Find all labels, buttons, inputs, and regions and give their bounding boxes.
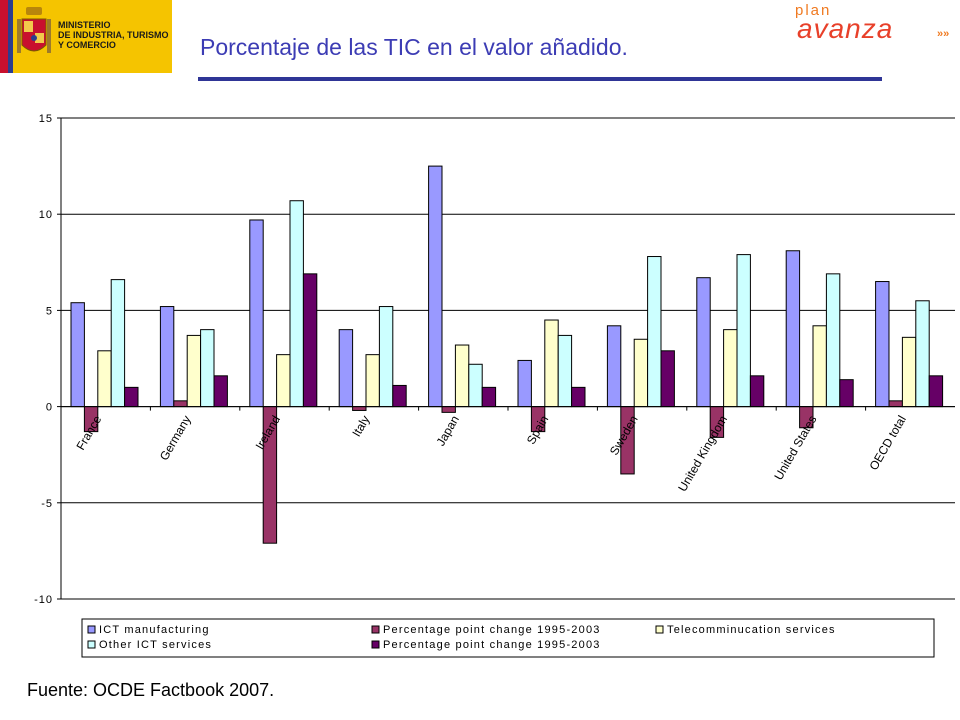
bar [606, 325, 622, 408]
bar [276, 354, 291, 408]
y-tick-label: -10 [34, 594, 53, 606]
ministry-line-2: DE INDUSTRIA, TURISMO [58, 30, 169, 40]
bar [723, 329, 738, 408]
brand-small-text: plan [795, 2, 832, 19]
legend-swatch [371, 640, 380, 649]
bar [468, 363, 483, 408]
ministry-line-3: Y COMERCIO [58, 40, 116, 50]
bar [302, 273, 318, 408]
ministry-line-1: MINISTERIO [58, 20, 111, 30]
bar [785, 250, 801, 408]
category-label: Japan [433, 413, 461, 448]
legend-label: ICT manufacturing [99, 624, 210, 636]
bar [70, 302, 85, 408]
bar [428, 165, 443, 408]
bar [736, 254, 751, 408]
bar [97, 350, 112, 408]
bar [647, 256, 662, 408]
legend-swatch [655, 625, 664, 634]
category-label: OECD total [866, 413, 908, 473]
flag-stripe-blue [8, 0, 13, 73]
bar [749, 375, 765, 408]
legend-swatch [371, 625, 380, 634]
coat-of-arms-icon [17, 7, 51, 53]
ministry-logo: MINISTERIO DE INDUSTRIA, TURISMO Y COMER… [0, 0, 172, 73]
bar [110, 279, 126, 408]
category-label: United Kingdom [675, 413, 730, 494]
legend-label: Telecomminucation services [667, 624, 836, 636]
bar [633, 338, 649, 408]
source-note: Fuente: OCDE Factbook 2007. [27, 680, 275, 700]
brand-suffix: »» [937, 28, 950, 40]
bar [249, 219, 264, 408]
ministry-name: MINISTERIO DE INDUSTRIA, TURISMO Y COMER… [58, 20, 170, 50]
bar [352, 406, 367, 411]
bar [338, 329, 354, 408]
bar [392, 384, 407, 408]
bar [901, 336, 917, 408]
brand-big-text: avanza [797, 13, 894, 44]
bar [825, 273, 841, 408]
category-label: Germany [157, 413, 194, 463]
y-tick-label: 10 [39, 209, 53, 221]
bar [915, 300, 930, 408]
category-label: Ireland [253, 413, 283, 452]
legend-swatch [87, 625, 96, 634]
page-title: Porcentaje de las TIC en el valor añadid… [200, 34, 628, 60]
y-tick-label: 15 [39, 113, 53, 125]
bar [557, 334, 573, 408]
bar-chart: 15 10 5 0 -5 -10 France Germany Ireland Italy Japa… [34, 113, 955, 658]
bar [928, 375, 944, 408]
bar [481, 386, 497, 408]
bar [124, 386, 139, 408]
bar [365, 354, 380, 408]
legend-label: Percentage point change 1995-2003 [383, 639, 601, 651]
flag-stripe-red [0, 0, 8, 73]
bar [289, 200, 304, 408]
bar [571, 386, 586, 408]
bar [517, 359, 532, 408]
bar [812, 325, 827, 408]
title-divider [198, 77, 882, 81]
bar [875, 281, 890, 408]
bar [159, 306, 175, 408]
y-tick-label: -5 [41, 498, 53, 510]
bar [696, 277, 711, 408]
legend-label: Other ICT services [99, 639, 212, 651]
bar [839, 379, 854, 408]
category-label: Spain [524, 413, 551, 447]
bar [213, 375, 228, 408]
bar [186, 334, 202, 408]
bar [660, 350, 675, 408]
y-tick-label: 0 [46, 402, 53, 414]
bar [544, 319, 559, 408]
plan-avanza-logo: plan avanza »» [795, 2, 960, 47]
legend-label: Percentage point change 1995-2003 [383, 624, 601, 636]
legend-box [81, 618, 935, 658]
bar [454, 344, 470, 408]
bar [200, 329, 215, 408]
category-label: United States [771, 413, 819, 482]
bar [888, 400, 903, 408]
bar [378, 306, 394, 408]
category-label: France [73, 413, 104, 453]
bar [173, 400, 188, 408]
bar [441, 406, 456, 413]
y-tick-label: 5 [46, 305, 53, 317]
category-label: Italy [349, 413, 372, 439]
legend-swatch [87, 640, 96, 649]
